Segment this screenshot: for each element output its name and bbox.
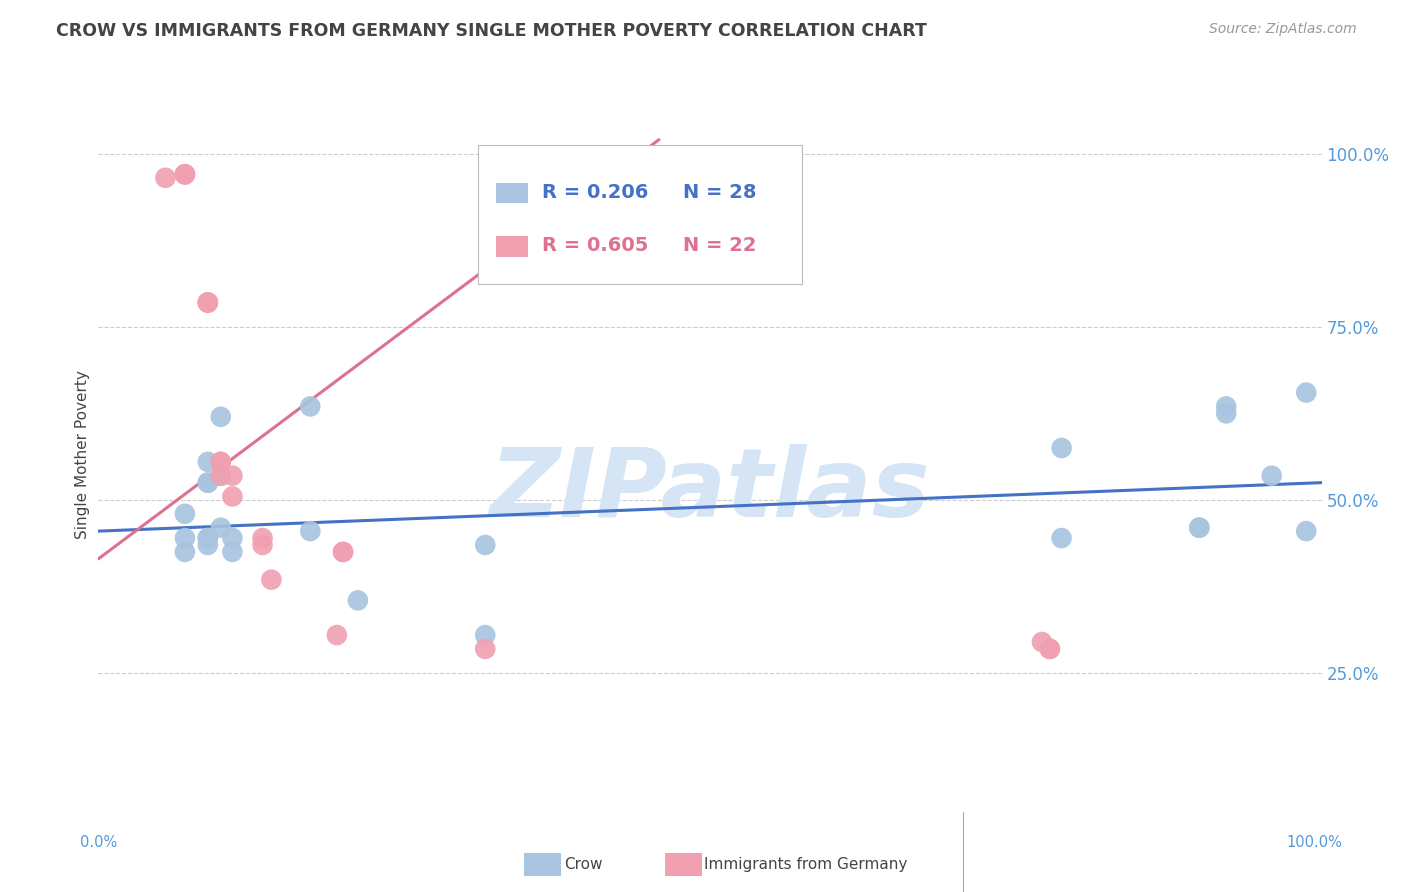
Point xyxy=(1295,524,1317,538)
Point xyxy=(209,455,232,469)
FancyBboxPatch shape xyxy=(478,145,801,284)
Text: Source: ZipAtlas.com: Source: ZipAtlas.com xyxy=(1209,22,1357,37)
Text: R = 0.206: R = 0.206 xyxy=(543,183,648,202)
Point xyxy=(252,531,274,545)
Point xyxy=(155,170,177,185)
Point xyxy=(209,468,232,483)
Point xyxy=(221,531,243,545)
Point xyxy=(332,545,354,559)
Point xyxy=(1188,521,1211,535)
Point xyxy=(347,593,370,607)
Point xyxy=(332,545,354,559)
Point xyxy=(1188,521,1211,535)
Text: N = 28: N = 28 xyxy=(683,183,756,202)
Point xyxy=(174,167,197,181)
Point xyxy=(174,167,197,181)
Point xyxy=(197,531,219,545)
Text: Crow: Crow xyxy=(564,857,602,871)
Point xyxy=(299,524,322,538)
Point xyxy=(1260,468,1282,483)
Text: 100.0%: 100.0% xyxy=(1286,836,1343,850)
Point xyxy=(1050,531,1073,545)
Text: Immigrants from Germany: Immigrants from Germany xyxy=(704,857,908,871)
Point xyxy=(209,521,232,535)
Point xyxy=(1039,641,1062,656)
Text: 0.0%: 0.0% xyxy=(80,836,117,850)
Point xyxy=(209,409,232,424)
Point xyxy=(197,538,219,552)
Point xyxy=(1215,406,1237,420)
Text: R = 0.605: R = 0.605 xyxy=(543,236,648,255)
Point xyxy=(197,295,219,310)
Point xyxy=(174,545,197,559)
Point xyxy=(326,628,349,642)
Point xyxy=(260,573,283,587)
Text: ZIPatlas: ZIPatlas xyxy=(489,444,931,537)
Point xyxy=(252,538,274,552)
Point xyxy=(1295,385,1317,400)
Point xyxy=(209,455,232,469)
Point xyxy=(299,400,322,414)
Point xyxy=(221,545,243,559)
Point xyxy=(1050,441,1073,455)
Point xyxy=(1039,641,1062,656)
Point xyxy=(174,531,197,545)
FancyBboxPatch shape xyxy=(496,236,527,257)
Point xyxy=(1031,635,1053,649)
Point xyxy=(197,455,219,469)
Point xyxy=(197,295,219,310)
Point xyxy=(197,531,219,545)
Point xyxy=(209,468,232,483)
Text: N = 22: N = 22 xyxy=(683,236,756,255)
Text: CROW VS IMMIGRANTS FROM GERMANY SINGLE MOTHER POVERTY CORRELATION CHART: CROW VS IMMIGRANTS FROM GERMANY SINGLE M… xyxy=(56,22,927,40)
FancyBboxPatch shape xyxy=(496,183,527,203)
Point xyxy=(474,538,496,552)
Point xyxy=(197,295,219,310)
Point xyxy=(174,507,197,521)
Point xyxy=(197,475,219,490)
Y-axis label: Single Mother Poverty: Single Mother Poverty xyxy=(75,370,90,540)
Point xyxy=(221,468,243,483)
Point xyxy=(474,641,496,656)
Point xyxy=(221,490,243,504)
Point xyxy=(1215,400,1237,414)
Point xyxy=(474,628,496,642)
Point xyxy=(174,167,197,181)
Point xyxy=(197,475,219,490)
